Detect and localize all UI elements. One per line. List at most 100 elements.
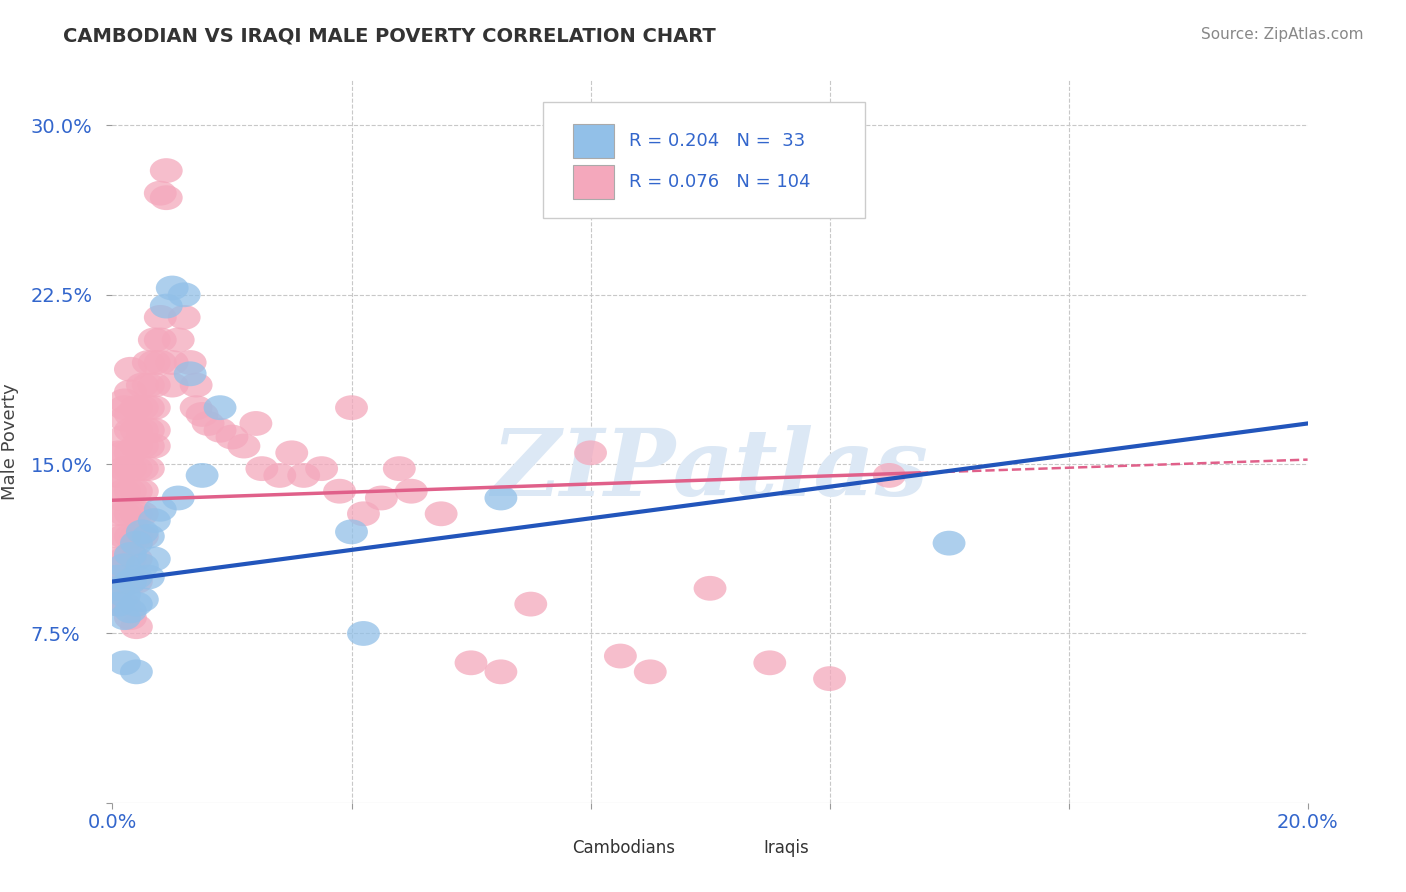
Y-axis label: Male Poverty: Male Poverty — [1, 384, 20, 500]
Ellipse shape — [103, 463, 135, 488]
Ellipse shape — [366, 485, 398, 510]
Text: R = 0.076   N = 104: R = 0.076 N = 104 — [628, 173, 810, 191]
Ellipse shape — [138, 547, 170, 572]
Ellipse shape — [143, 350, 177, 375]
Ellipse shape — [120, 524, 153, 549]
Ellipse shape — [103, 576, 135, 600]
Ellipse shape — [103, 565, 135, 590]
Ellipse shape — [120, 501, 153, 526]
Ellipse shape — [114, 402, 146, 427]
Ellipse shape — [103, 463, 135, 488]
Ellipse shape — [120, 531, 153, 556]
Ellipse shape — [108, 582, 141, 607]
Ellipse shape — [263, 463, 297, 488]
Ellipse shape — [103, 591, 135, 616]
Ellipse shape — [191, 411, 225, 436]
Ellipse shape — [114, 542, 146, 566]
Ellipse shape — [103, 501, 135, 526]
Ellipse shape — [335, 395, 368, 420]
Ellipse shape — [108, 456, 141, 481]
Ellipse shape — [114, 547, 146, 572]
FancyBboxPatch shape — [723, 835, 752, 861]
Ellipse shape — [276, 441, 308, 466]
Ellipse shape — [186, 402, 218, 427]
Ellipse shape — [114, 417, 146, 442]
FancyBboxPatch shape — [543, 102, 866, 218]
Ellipse shape — [167, 305, 201, 330]
Ellipse shape — [138, 508, 170, 533]
Ellipse shape — [103, 441, 135, 466]
Ellipse shape — [103, 524, 135, 549]
Ellipse shape — [120, 395, 153, 420]
Ellipse shape — [114, 569, 146, 594]
Ellipse shape — [382, 456, 416, 481]
Ellipse shape — [932, 531, 966, 556]
Ellipse shape — [180, 373, 212, 398]
FancyBboxPatch shape — [572, 124, 614, 158]
Ellipse shape — [138, 395, 170, 420]
Ellipse shape — [120, 547, 153, 572]
Ellipse shape — [114, 441, 146, 466]
Ellipse shape — [114, 357, 146, 382]
Ellipse shape — [150, 158, 183, 183]
Ellipse shape — [323, 479, 356, 504]
Ellipse shape — [138, 434, 170, 458]
Ellipse shape — [143, 305, 177, 330]
Ellipse shape — [114, 379, 146, 404]
Ellipse shape — [395, 479, 427, 504]
Ellipse shape — [103, 591, 135, 616]
Ellipse shape — [108, 441, 141, 466]
Ellipse shape — [138, 350, 170, 375]
Ellipse shape — [120, 479, 153, 504]
Ellipse shape — [143, 497, 177, 522]
Ellipse shape — [167, 283, 201, 307]
Ellipse shape — [103, 485, 135, 510]
Ellipse shape — [246, 456, 278, 481]
Ellipse shape — [132, 373, 165, 398]
Ellipse shape — [150, 186, 183, 211]
Ellipse shape — [693, 576, 727, 600]
Ellipse shape — [108, 553, 141, 578]
Ellipse shape — [127, 434, 159, 458]
FancyBboxPatch shape — [531, 835, 561, 861]
Text: R = 0.204   N =  33: R = 0.204 N = 33 — [628, 132, 806, 150]
Ellipse shape — [425, 501, 457, 526]
Ellipse shape — [127, 501, 159, 526]
Ellipse shape — [813, 666, 846, 691]
Ellipse shape — [335, 519, 368, 544]
Ellipse shape — [138, 327, 170, 352]
Text: Source: ZipAtlas.com: Source: ZipAtlas.com — [1201, 27, 1364, 42]
Ellipse shape — [127, 553, 159, 578]
Ellipse shape — [127, 417, 159, 442]
Ellipse shape — [108, 501, 141, 526]
Ellipse shape — [228, 434, 260, 458]
Ellipse shape — [454, 650, 488, 675]
Ellipse shape — [138, 373, 170, 398]
Ellipse shape — [215, 425, 249, 450]
Ellipse shape — [515, 591, 547, 616]
Ellipse shape — [132, 350, 165, 375]
Text: CAMBODIAN VS IRAQI MALE POVERTY CORRELATION CHART: CAMBODIAN VS IRAQI MALE POVERTY CORRELAT… — [63, 27, 716, 45]
Ellipse shape — [108, 606, 141, 630]
Text: Cambodians: Cambodians — [572, 838, 676, 856]
Ellipse shape — [120, 565, 153, 590]
Ellipse shape — [127, 456, 159, 481]
Ellipse shape — [127, 373, 159, 398]
Ellipse shape — [120, 615, 153, 639]
Ellipse shape — [114, 479, 146, 504]
Ellipse shape — [103, 569, 135, 594]
Ellipse shape — [174, 361, 207, 386]
Ellipse shape — [485, 485, 517, 510]
Ellipse shape — [204, 417, 236, 442]
Ellipse shape — [574, 441, 607, 466]
Ellipse shape — [108, 569, 141, 594]
Ellipse shape — [180, 395, 212, 420]
Ellipse shape — [162, 327, 194, 352]
Ellipse shape — [132, 434, 165, 458]
Ellipse shape — [120, 569, 153, 594]
Ellipse shape — [162, 485, 194, 510]
Ellipse shape — [305, 456, 337, 481]
Ellipse shape — [120, 591, 153, 616]
Ellipse shape — [114, 606, 146, 630]
Ellipse shape — [132, 524, 165, 549]
